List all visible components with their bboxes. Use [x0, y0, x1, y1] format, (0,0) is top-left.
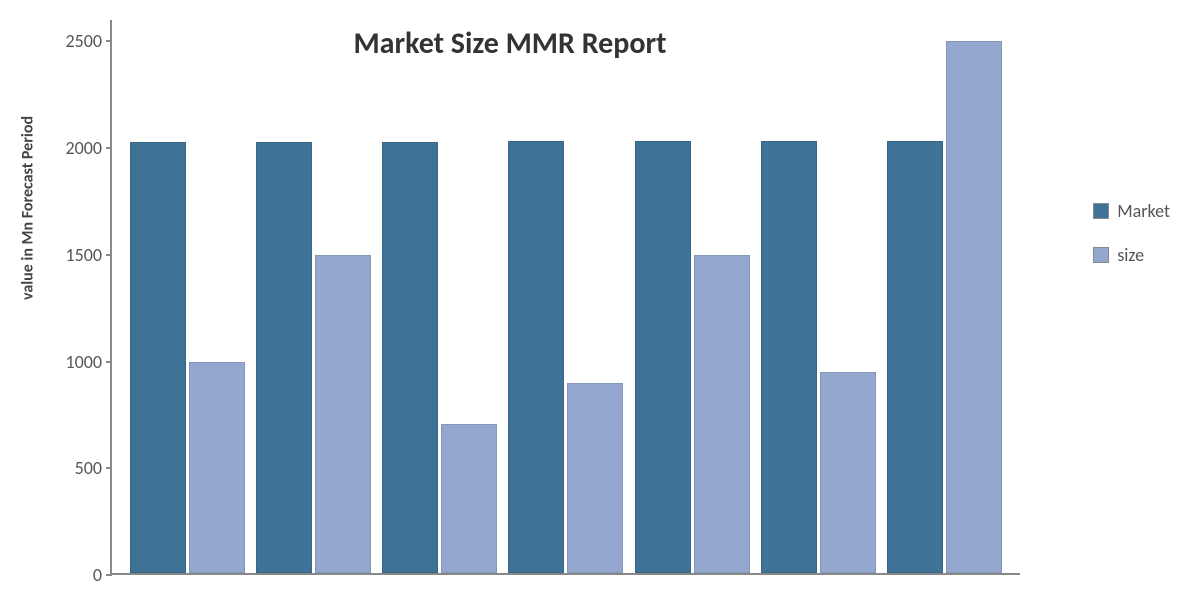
bar-market	[508, 141, 564, 573]
legend-swatch	[1093, 247, 1109, 263]
y-tick	[106, 574, 112, 576]
y-tick	[106, 254, 112, 256]
legend-item-market: Market	[1093, 200, 1170, 222]
bar-size	[315, 255, 371, 573]
y-axis-label: value in Mn Forecast Period	[19, 116, 38, 300]
bar-group	[635, 141, 750, 573]
bar-group	[508, 141, 623, 573]
chart-container: Market Size MMR Report value in Mn Forec…	[0, 0, 1200, 600]
y-tick-label: 1000	[66, 351, 103, 373]
y-tick	[106, 147, 112, 149]
bar-group	[761, 141, 876, 573]
bar-size	[189, 362, 245, 573]
legend-swatch	[1093, 203, 1109, 219]
bar-group	[887, 41, 1002, 573]
bar-market	[635, 141, 691, 573]
y-tick-label: 500	[75, 457, 102, 479]
y-tick-label: 0	[93, 564, 102, 586]
bar-group	[382, 142, 497, 573]
bar-size	[820, 372, 876, 573]
bar-market	[130, 142, 186, 573]
plot-area: 05001000150020002500	[110, 20, 1020, 575]
y-tick	[106, 40, 112, 42]
legend-item-size: size	[1093, 244, 1170, 266]
y-tick-label: 1500	[66, 244, 103, 266]
bar-group	[130, 142, 245, 573]
bar-market	[382, 142, 438, 573]
legend: Market size	[1093, 200, 1170, 266]
bar-size	[441, 424, 497, 573]
bar-group	[256, 142, 371, 573]
y-tick	[106, 467, 112, 469]
y-tick-label: 2000	[66, 137, 103, 159]
y-tick	[106, 361, 112, 363]
bar-market	[761, 141, 817, 573]
legend-label: Market	[1117, 200, 1170, 222]
legend-label: size	[1117, 244, 1144, 266]
bar-size	[694, 255, 750, 573]
bar-size	[946, 41, 1002, 573]
bar-size	[567, 383, 623, 573]
bars-row	[112, 20, 1020, 573]
bar-market	[256, 142, 312, 573]
bar-market	[887, 141, 943, 573]
y-tick-label: 2500	[66, 30, 103, 52]
